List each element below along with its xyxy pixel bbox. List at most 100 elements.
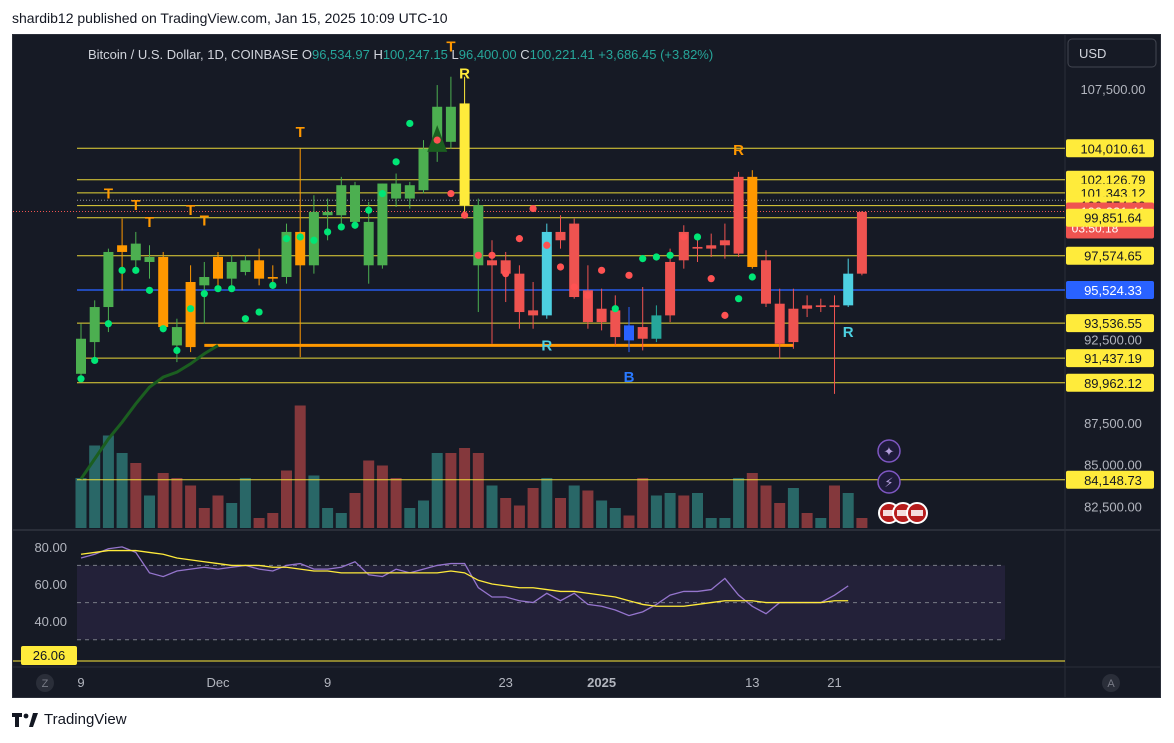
signal-dot [159,325,167,333]
candle-body [267,276,278,279]
rsi-current-tag [21,646,77,665]
candle-body [418,148,429,191]
sparkle-icon [877,439,901,463]
signal-dot [474,251,482,259]
price-level-tag [1066,349,1154,368]
time-tick-label: 23 [498,675,512,690]
flag-stripe-icon [911,510,923,516]
time-tick-label: 13 [745,675,759,690]
candle-body [473,205,484,266]
candle-body [281,231,292,277]
price-level-tag-label: 95,524.33 [1084,283,1142,298]
signal-dot [365,206,373,214]
volume-bar [185,485,197,528]
volume-bar [445,453,457,528]
signal-dot [269,281,277,289]
volume-bar [664,493,676,528]
candle-body [610,310,621,338]
signal-dot [598,266,606,274]
candle-body [226,261,237,279]
signal-dot [255,308,263,316]
candle-body [103,251,114,308]
signal-dot [584,291,592,299]
signal-dot [310,236,318,244]
candle-body [541,231,552,316]
candle-body [802,305,813,309]
volume-bar [89,445,101,528]
candle-body [829,305,840,308]
lightning-icon-glyph: ⚡ [884,476,893,491]
volume-bar [623,515,635,528]
rsi-tick-label: 80.00 [34,540,67,555]
symbol-info-part: H [373,47,382,62]
symbol-info-part: Bitcoin / U.S. Dollar, 1D, COINBASE [88,47,302,62]
candle-body [706,245,717,249]
symbol-info-part: C [520,47,529,62]
signal-dot [296,233,304,241]
candle-body [171,327,182,346]
candle-body [459,103,470,206]
rsi-line [80,546,849,617]
price-level-tag-label: 93,536.55 [1084,316,1142,331]
price-level-tag [1066,280,1154,299]
volume-bar [226,503,238,528]
volume-bar [294,405,306,528]
volume-bar [609,508,621,528]
time-tick-label: Dec [206,675,230,690]
tradingview-logo: TradingView [12,711,127,728]
candle-body [569,223,580,298]
volume-bar [787,488,799,528]
volume-bar [541,478,553,528]
signal-dot [652,253,661,261]
candle-body [692,246,703,249]
volume-bar [472,453,484,528]
candle-body [391,183,402,199]
symbol-info-line: Bitcoin / U.S. Dollar, 1D, COINBASE O96,… [88,47,713,62]
auto-zoom-button[interactable] [36,674,54,692]
signal-dot [543,241,551,249]
signal-dot [707,275,715,283]
signal-dot [104,320,112,328]
time-tick-label: 9 [324,675,331,690]
signal-dot [502,270,510,278]
symbol-info-part: 100,221.41 [530,47,599,62]
signal-dot [556,263,565,271]
symbol-info-part: 96,534.97 [312,47,373,62]
volume-bar [555,498,566,528]
volume-bar [349,493,361,528]
volume-bar [281,470,292,528]
chart-panel[interactable]: T T T T T T T R R B R R Bitcoin / U.S. Dollar, 1D, C… [12,34,1161,698]
price-level-tag-label: 91,437.19 [1084,351,1142,366]
signal-dot [214,285,222,293]
candle-body [213,256,223,279]
signal-letter-t: T [200,212,209,229]
candle-body [514,273,525,313]
signal-letter-t: T [296,124,305,141]
signal-dot [735,295,743,303]
rsi-current-label: 26.06 [33,648,66,663]
volume-bar [582,490,594,528]
time-tick-label: 9 [77,675,84,690]
auto-scale-button-label: A [1107,678,1115,690]
volume-bar [267,513,279,528]
volume-bar [596,500,608,528]
candle-body [843,273,854,306]
symbol-info-part: L [452,47,459,62]
volume-bar [171,478,183,528]
signal-dot [145,286,154,294]
price-level-tag [1066,208,1154,227]
auto-scale-button[interactable] [1102,674,1120,692]
volume-bar [376,465,388,528]
candle-body [144,256,155,262]
volume-bar [363,460,375,528]
symbol-info-part: 100,247.15 [383,47,452,62]
candle-body [596,308,607,323]
candle-body [350,185,360,222]
price-level-tag [1066,470,1154,489]
candle-body [117,245,128,252]
price-level-tag-label: 84,148.73 [1084,473,1142,488]
signal-dot [228,285,236,293]
volume-bar [746,473,758,528]
moving-average-line [79,344,219,480]
